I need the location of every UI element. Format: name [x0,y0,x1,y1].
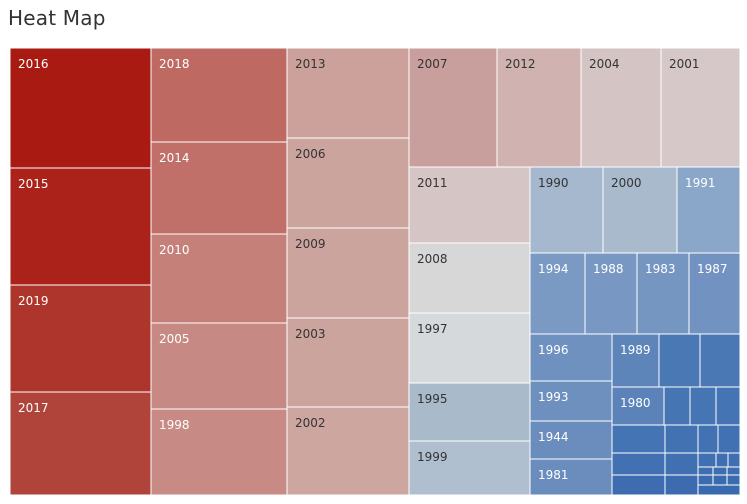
treemap-cell-unlabeled[interactable] [717,424,741,454]
treemap-label-1991: 1991 [685,176,716,190]
treemap-label-1983: 1983 [645,262,676,276]
treemap-label-2002: 2002 [295,416,326,430]
treemap-cell-unlabeled[interactable] [658,333,701,388]
treemap-cell-2011[interactable] [408,166,531,244]
treemap-cell-1991[interactable] [676,166,741,254]
treemap-cell-unlabeled[interactable] [697,452,717,468]
treemap-label-1989: 1989 [620,343,651,357]
treemap-cell-unlabeled[interactable] [697,466,714,476]
treemap-cell-2019[interactable] [9,284,152,393]
treemap-label-2011: 2011 [417,176,448,190]
treemap-cell-unlabeled[interactable] [664,452,699,476]
treemap-label-2004: 2004 [589,57,620,71]
treemap-label-2016: 2016 [18,57,49,71]
treemap-label-2006: 2006 [295,147,326,161]
treemap-label-2008: 2008 [417,252,448,266]
treemap-label-2010: 2010 [159,243,190,257]
treemap-label-1996: 1996 [538,343,569,357]
treemap-cell-2000[interactable] [602,166,678,254]
treemap-cell-2007[interactable] [408,47,498,168]
treemap-cell-2010[interactable] [150,233,288,324]
treemap-cell-unlabeled[interactable] [699,333,741,388]
treemap-cell-unlabeled[interactable] [712,466,728,476]
treemap-label-2007: 2007 [417,57,448,71]
treemap-label-1987: 1987 [697,262,728,276]
treemap-label-1990: 1990 [538,176,569,190]
treemap-cell-unlabeled[interactable] [727,452,741,468]
treemap-cell-unlabeled[interactable] [697,424,719,454]
treemap-cell-1995[interactable] [408,382,531,442]
treemap-cell-unlabeled[interactable] [726,474,741,486]
treemap-cell-unlabeled[interactable] [611,474,666,496]
treemap-label-2003: 2003 [295,327,326,341]
treemap-cell-unlabeled[interactable] [697,484,741,496]
treemap-label-1995: 1995 [417,392,448,406]
treemap-cell-unlabeled[interactable] [697,474,714,486]
treemap-cell-2012[interactable] [496,47,582,168]
treemap-label-1998: 1998 [159,418,190,432]
treemap-label-2012: 2012 [505,57,536,71]
treemap-label-1993: 1993 [538,390,569,404]
treemap-cell-2017[interactable] [9,391,152,496]
treemap-label-1944: 1944 [538,430,569,444]
treemap-cell-unlabeled[interactable] [715,452,729,468]
treemap-cell-unlabeled[interactable] [712,474,728,486]
treemap-cell-2016[interactable] [9,47,152,169]
treemap-label-1994: 1994 [538,262,569,276]
treemap-cell-2002[interactable] [286,406,410,496]
treemap-cell-2015[interactable] [9,167,152,286]
treemap-cell-2013[interactable] [286,47,410,139]
treemap-label-2005: 2005 [159,332,190,346]
treemap-label-2009: 2009 [295,237,326,251]
treemap-cell-unlabeled[interactable] [611,424,666,454]
treemap-cell-1989[interactable] [611,333,660,388]
treemap-label-1999: 1999 [417,450,448,464]
treemap-label-2014: 2014 [159,151,190,165]
treemap-label-2019: 2019 [18,294,49,308]
treemap-cell-1996[interactable] [529,333,613,382]
treemap-cell-1990[interactable] [529,166,604,254]
treemap-cell-unlabeled[interactable] [689,386,717,426]
treemap-cell-1999[interactable] [408,440,531,496]
treemap-cell-2004[interactable] [580,47,662,168]
treemap-label-2001: 2001 [669,57,700,71]
treemap-cell-unlabeled[interactable] [663,386,691,426]
treemap-cell-2008[interactable] [408,242,531,314]
treemap-cell-1983[interactable] [636,252,690,335]
treemap-cell-unlabeled[interactable] [664,474,699,496]
treemap-label-1997: 1997 [417,322,448,336]
treemap-label-1980: 1980 [620,396,651,410]
treemap-cell-2003[interactable] [286,317,410,408]
treemap-cell-1993[interactable] [529,380,613,422]
chart-title: Heat Map [8,6,106,30]
treemap-label-2015: 2015 [18,177,49,191]
treemap-label-1988: 1988 [593,262,624,276]
treemap-cell-1998[interactable] [150,408,288,496]
treemap-cell-1987[interactable] [688,252,741,335]
treemap-label-1981: 1981 [538,468,569,482]
treemap-cell-1997[interactable] [408,312,531,384]
treemap-cell-2005[interactable] [150,322,288,410]
treemap-cell-2009[interactable] [286,227,410,319]
treemap-cell-unlabeled[interactable] [726,466,741,476]
treemap-cell-unlabeled[interactable] [611,452,666,476]
treemap-cell-2001[interactable] [660,47,741,168]
treemap-label-2017: 2017 [18,401,49,415]
treemap-label-2018: 2018 [159,57,190,71]
treemap-label-2000: 2000 [611,176,642,190]
treemap-cell-unlabeled[interactable] [664,424,699,454]
treemap-cell-unlabeled[interactable] [715,386,741,426]
treemap-label-2013: 2013 [295,57,326,71]
